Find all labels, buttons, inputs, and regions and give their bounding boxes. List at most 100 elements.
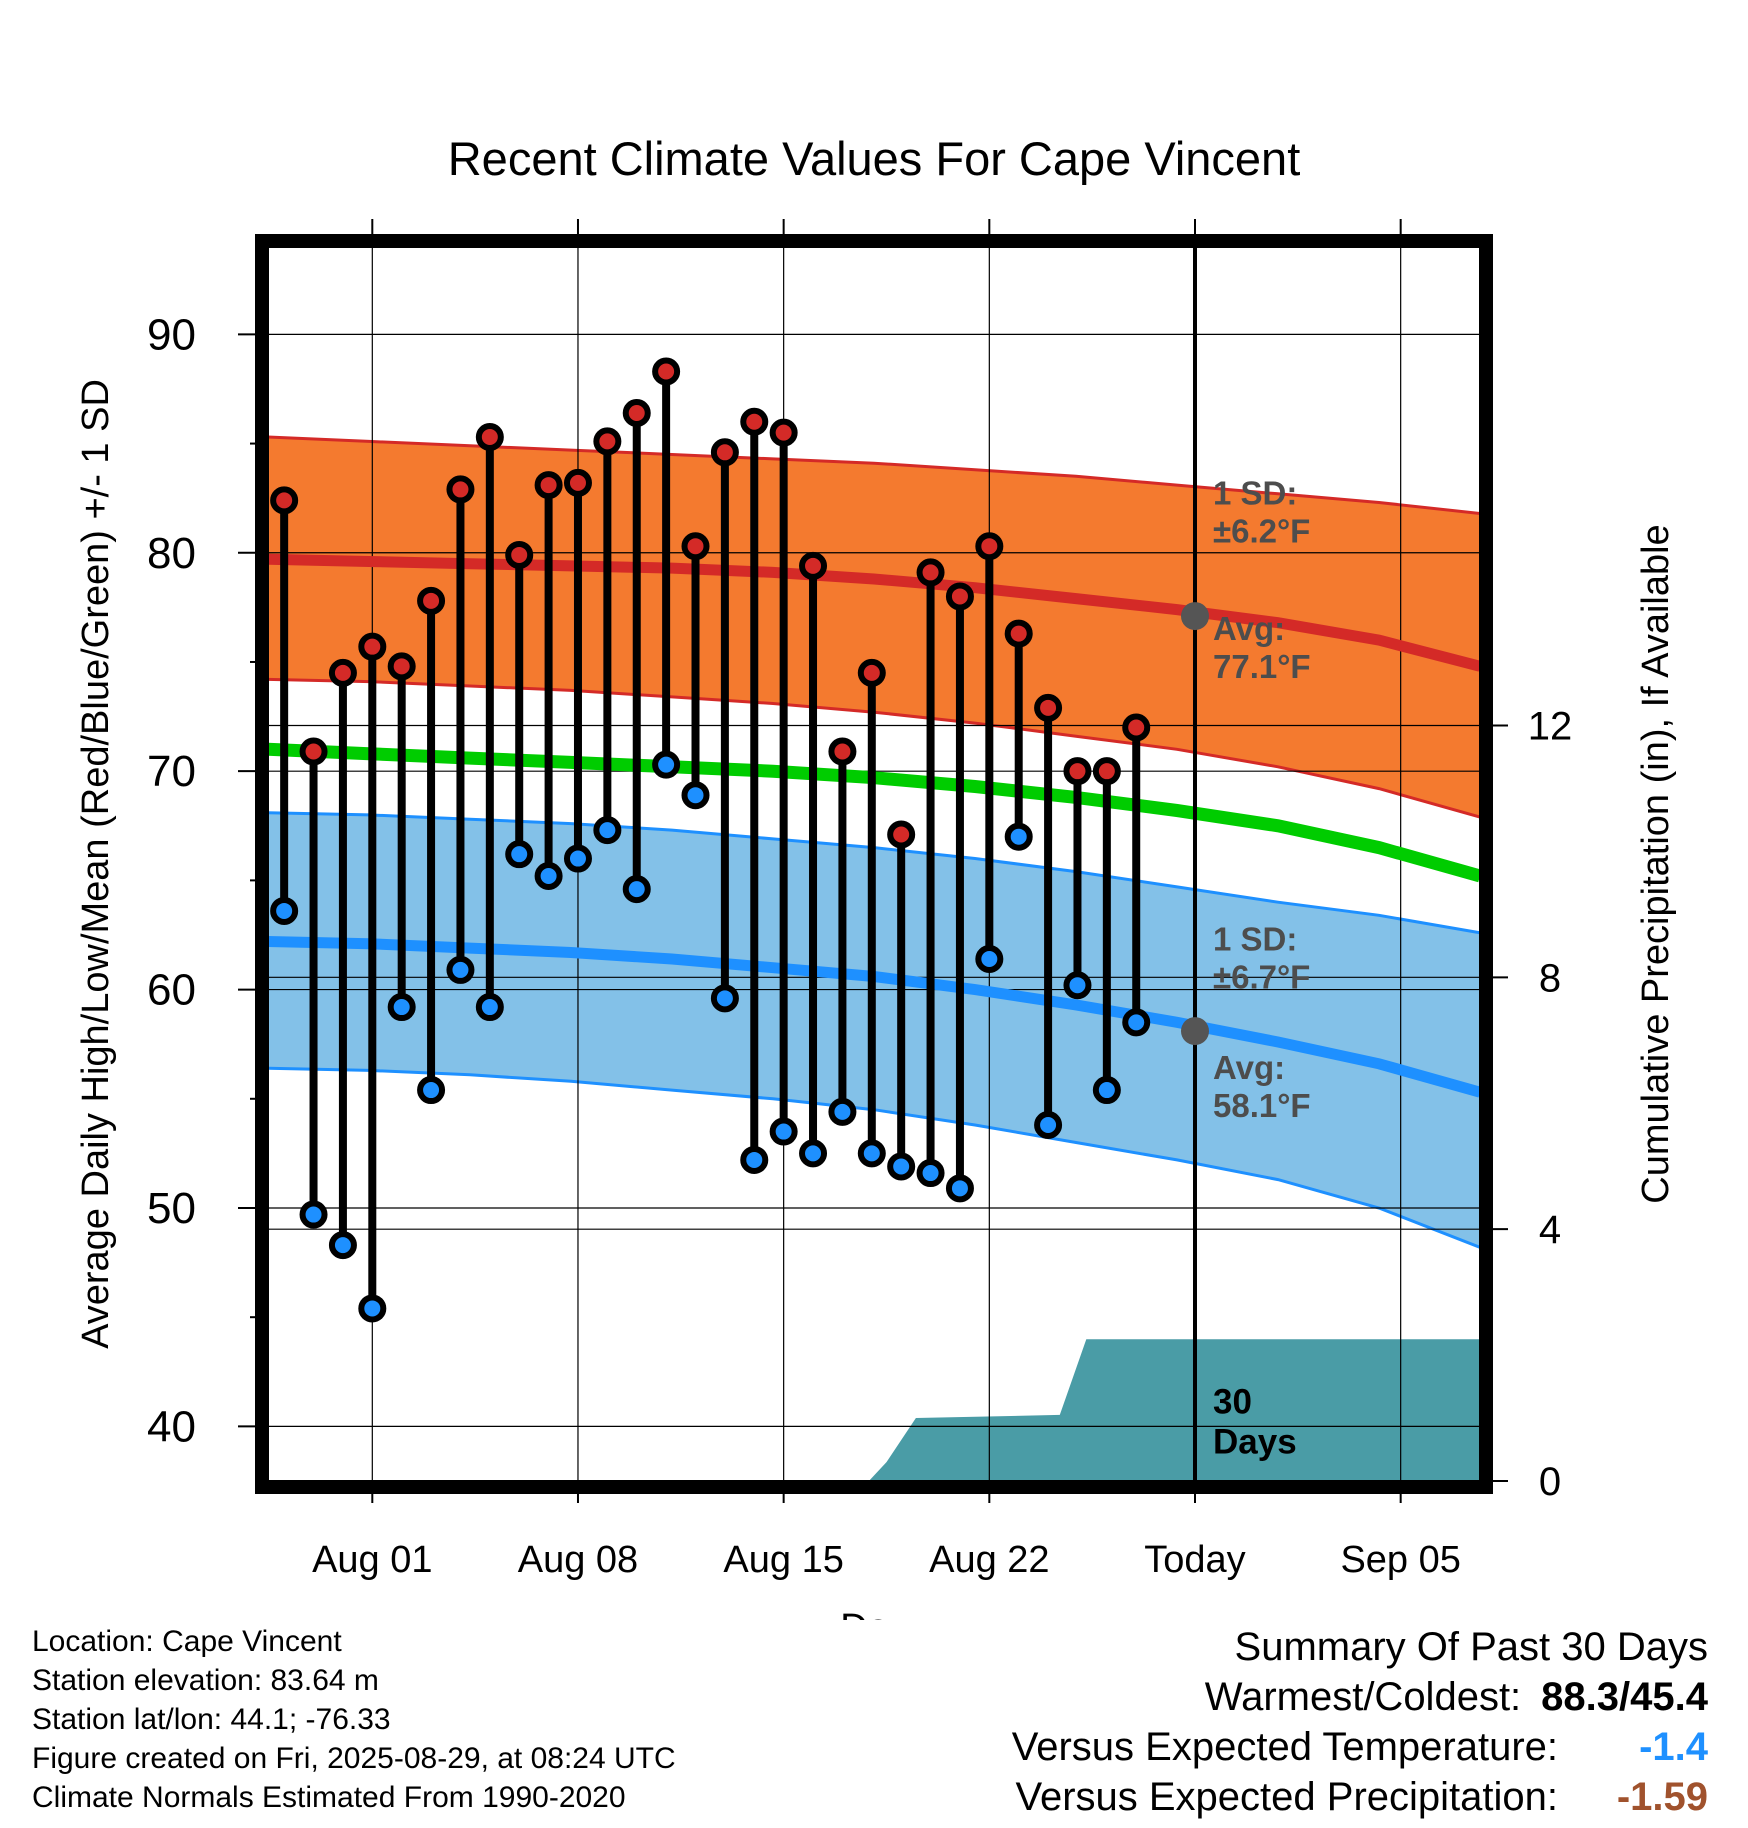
plot-frame bbox=[255, 234, 1493, 1494]
created-text: Figure created on Fri, 2025-08-29, at 08… bbox=[32, 1742, 676, 1775]
daily-high-point bbox=[916, 558, 945, 587]
chart-title: Recent Climate Values For Cape Vincent bbox=[448, 132, 1301, 185]
latlon-text: Station lat/lon: 44.1; -76.33 bbox=[32, 1703, 391, 1736]
x-tick-label: Aug 15 bbox=[723, 1539, 843, 1581]
daily-low-point bbox=[563, 844, 592, 873]
warmest-value: 88.3/45.4 bbox=[1541, 1675, 1708, 1719]
daily-high-point bbox=[740, 407, 769, 436]
daily-low-point bbox=[652, 750, 681, 779]
daily-low-point bbox=[769, 1117, 798, 1146]
location-text: Location: Cape Vincent bbox=[32, 1625, 342, 1658]
daily-high-point bbox=[1063, 757, 1092, 786]
daily-high-point bbox=[299, 737, 328, 766]
x-tick-label: Aug 22 bbox=[929, 1539, 1049, 1581]
daily-low-point bbox=[916, 1159, 945, 1188]
y2-tick-label: 8 bbox=[1539, 956, 1561, 1000]
precip-area bbox=[868, 1339, 1480, 1481]
daily-high-point bbox=[828, 737, 857, 766]
daily-high-point bbox=[622, 398, 651, 427]
daily-low-point bbox=[358, 1294, 387, 1323]
daily-high-point bbox=[358, 632, 387, 661]
temp-label: Versus Expected Temperature: bbox=[1011, 1725, 1558, 1769]
daily-high-point bbox=[1092, 757, 1121, 786]
today-high-avg-marker bbox=[1180, 602, 1209, 631]
daily-low-point bbox=[1092, 1076, 1121, 1105]
daily-low-point bbox=[505, 840, 534, 869]
daily-low-point bbox=[446, 955, 475, 984]
daily-high-point bbox=[1122, 713, 1151, 742]
summary-temp-row: Versus Expected Temperature: -1.4 bbox=[1012, 1722, 1708, 1772]
daily-high-point bbox=[857, 658, 886, 687]
precip-value: -1.59 bbox=[1616, 1775, 1708, 1819]
warmest-label: Warmest/Coldest: bbox=[1204, 1675, 1522, 1719]
daily-high-point bbox=[446, 475, 475, 504]
daily-low-point bbox=[799, 1139, 828, 1168]
y-tick-label: 60 bbox=[147, 966, 196, 1015]
daily-low-point bbox=[299, 1200, 328, 1229]
daily-high-point bbox=[710, 438, 739, 467]
y-tick-label: 70 bbox=[147, 747, 196, 796]
y2-tick-label: 0 bbox=[1539, 1460, 1561, 1504]
x-tick-label: Aug 01 bbox=[312, 1539, 432, 1581]
daily-high-point bbox=[475, 423, 504, 452]
x-axis-label: Day bbox=[840, 1607, 908, 1620]
daily-high-point bbox=[1034, 693, 1063, 722]
daily-low-point bbox=[328, 1231, 357, 1260]
daily-high-point bbox=[652, 357, 681, 386]
climate-chart: Recent Climate Values For Cape Vincent 1 … bbox=[75, 132, 1677, 1620]
daily-low-point bbox=[1063, 971, 1092, 1000]
x-tick-label: Sep 05 bbox=[1340, 1539, 1460, 1581]
daily-low-point bbox=[1004, 822, 1033, 851]
daily-high-point bbox=[534, 471, 563, 500]
today-low-avg-marker bbox=[1180, 1017, 1209, 1046]
plot-area bbox=[268, 247, 1480, 1481]
daily-low-point bbox=[710, 984, 739, 1013]
elevation-text: Station elevation: 83.64 m bbox=[32, 1664, 379, 1697]
precip-label: Versus Expected Precipitation: bbox=[1015, 1775, 1558, 1819]
y2-tick-label: 12 bbox=[1528, 704, 1573, 748]
daily-low-point bbox=[887, 1152, 916, 1181]
x-tick-label: Aug 08 bbox=[518, 1539, 638, 1581]
daily-high-point bbox=[505, 540, 534, 569]
summary-panel: Summary Of Past 30 Days Warmest/Coldest:… bbox=[1012, 1622, 1708, 1822]
daily-low-point bbox=[828, 1097, 857, 1126]
daily-high-point bbox=[328, 658, 357, 687]
daily-low-point bbox=[270, 896, 299, 925]
daily-low-point bbox=[622, 875, 651, 904]
y-tick-label: 50 bbox=[147, 1184, 196, 1233]
daily-low-point bbox=[534, 862, 563, 891]
high-avg-label: Avg: 77.1°F bbox=[1213, 610, 1311, 685]
daily-high-point bbox=[799, 551, 828, 580]
daily-low-point bbox=[857, 1139, 886, 1168]
high-upper-line bbox=[268, 435, 1480, 515]
y-tick-label: 80 bbox=[147, 529, 196, 578]
summary-precip-row: Versus Expected Precipitation: -1.59 bbox=[1012, 1772, 1708, 1822]
daily-low-point bbox=[417, 1076, 446, 1105]
y-tick-label: 90 bbox=[147, 310, 196, 359]
daily-low-point bbox=[475, 993, 504, 1022]
y2-tick-label: 4 bbox=[1539, 1208, 1561, 1252]
daily-high-point bbox=[1004, 619, 1033, 648]
daily-low-point bbox=[1122, 1008, 1151, 1037]
daily-low-point bbox=[740, 1145, 769, 1174]
daily-high-point bbox=[270, 486, 299, 515]
y-tick-label: 40 bbox=[147, 1402, 196, 1451]
daily-high-point bbox=[563, 468, 592, 497]
daily-low-point bbox=[975, 945, 1004, 974]
daily-high-point bbox=[887, 820, 916, 849]
daily-high-point bbox=[681, 532, 710, 561]
y-axis-label: Average Daily High/Low/Mean (Red/Blue/Gr… bbox=[75, 379, 117, 1349]
high-sd-band bbox=[268, 437, 1480, 817]
normals-text: Climate Normals Estimated From 1990-2020 bbox=[32, 1781, 626, 1814]
daily-low-point bbox=[1034, 1110, 1063, 1139]
daily-high-point bbox=[945, 582, 974, 611]
high-sd-label: 1 SD: ±6.2°F bbox=[1213, 475, 1310, 550]
station-info: Location: Cape Vincent Station elevation… bbox=[32, 1622, 676, 1817]
daily-low-point bbox=[593, 816, 622, 845]
daily-high-point bbox=[975, 532, 1004, 561]
summary-heading: Summary Of Past 30 Days bbox=[1234, 1625, 1708, 1669]
low-avg-label: Avg: 58.1°F bbox=[1213, 1049, 1311, 1124]
daily-low-point bbox=[945, 1174, 974, 1203]
summary-warmest-row: Warmest/Coldest: 88.3/45.4 bbox=[1012, 1672, 1708, 1722]
y2-axis-label: Cumulative Precipitation (in), If Availa… bbox=[1635, 524, 1677, 1203]
